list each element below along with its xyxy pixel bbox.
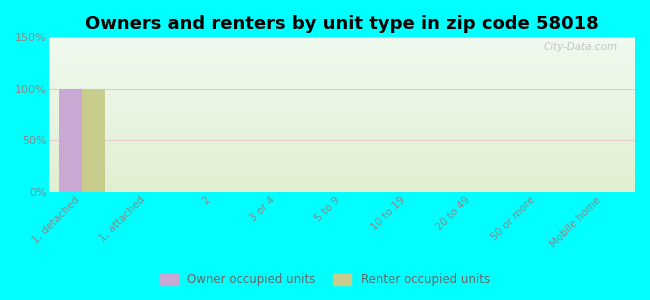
Title: Owners and renters by unit type in zip code 58018: Owners and renters by unit type in zip c…	[85, 15, 599, 33]
Text: City-Data.com: City-Data.com	[543, 42, 618, 52]
Bar	[82, 89, 105, 192]
Bar	[59, 89, 82, 192]
Legend: Owner occupied units, Renter occupied units: Owner occupied units, Renter occupied un…	[155, 269, 495, 291]
